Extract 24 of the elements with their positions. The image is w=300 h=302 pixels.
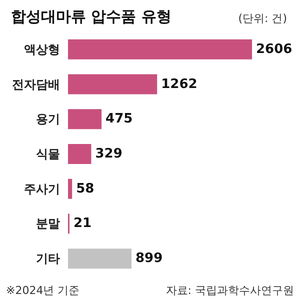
- y-tick-label: 전자담배: [12, 77, 60, 92]
- y-tick-label: 식물: [36, 147, 60, 161]
- data-label: 2606: [256, 42, 292, 57]
- data-label: 58: [76, 181, 94, 196]
- y-tick-label: 분말: [36, 216, 60, 231]
- bar: [68, 178, 72, 199]
- data-label: 21: [73, 216, 92, 232]
- bar: [68, 39, 252, 60]
- data-label: 899: [135, 251, 163, 266]
- y-tick-label: 기타: [36, 252, 60, 266]
- text: 자료: 국립과학수사연구원: [166, 284, 294, 297]
- y-tick-label: 주사기: [24, 182, 60, 196]
- data-label: 329: [95, 146, 122, 162]
- data-label: 475: [106, 112, 133, 127]
- y-tick-label: 액상형: [24, 42, 60, 56]
- bar: [68, 248, 132, 269]
- bar: [68, 74, 158, 94]
- text: ※2024년 기준: [6, 284, 80, 297]
- y-tick-label: 용기: [36, 112, 60, 126]
- bar: [68, 144, 92, 164]
- data-label: 1262: [161, 76, 198, 92]
- bar: [68, 109, 102, 130]
- chart-subtitle: (단위: 건): [238, 12, 288, 25]
- chart-title: 합성대마류 압수품 유형: [11, 8, 172, 26]
